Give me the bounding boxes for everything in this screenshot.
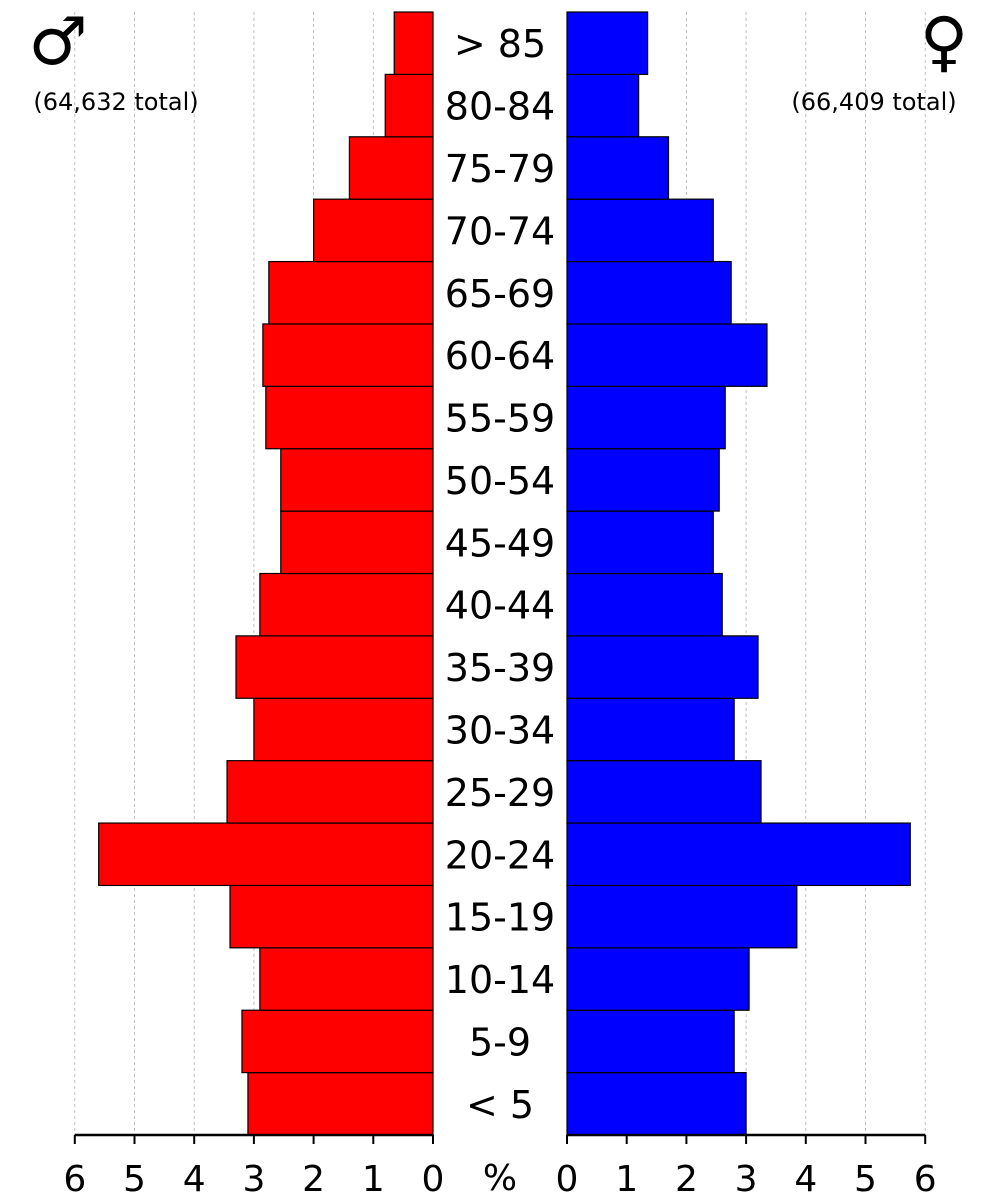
x-tick-label: 3 — [242, 1159, 265, 1200]
x-tick-label: 6 — [914, 1159, 937, 1200]
age-group-label: 25-29 — [445, 771, 555, 815]
axis-unit-label: % — [483, 1158, 517, 1199]
male-bar — [259, 572, 434, 637]
age-group-label: 45-49 — [445, 521, 555, 565]
age-group-label: 30-34 — [445, 708, 555, 752]
male-bar — [280, 448, 434, 512]
age-group-label: 10-14 — [445, 958, 555, 1002]
male-bar — [265, 385, 434, 450]
male-symbol-icon: ♂ — [28, 3, 87, 80]
male-bar — [235, 635, 434, 699]
x-tick-label: 4 — [794, 1159, 817, 1200]
age-group-label: 75-79 — [445, 147, 555, 191]
x-tick-label: 4 — [183, 1159, 206, 1200]
female-bar — [566, 884, 798, 949]
female-bar — [566, 11, 649, 75]
age-group-label: 5-9 — [469, 1020, 531, 1064]
age-group-label: 15-19 — [445, 896, 555, 940]
bars — [98, 11, 911, 1136]
female-bar — [566, 198, 714, 263]
male-bar — [262, 323, 434, 387]
female-bar — [566, 1009, 735, 1074]
age-group-label: > 85 — [454, 22, 546, 66]
male-bar — [229, 884, 434, 949]
male-bar — [393, 11, 434, 75]
female-bar — [566, 822, 911, 887]
female-symbol-icon: ♀ — [920, 3, 968, 80]
female-bar — [566, 260, 732, 325]
female-bar — [566, 385, 726, 450]
axes: 0 01 12 23 34 45 56 6 — [63, 1133, 937, 1200]
age-group-label: 80-84 — [445, 85, 555, 129]
female-bar — [566, 73, 640, 138]
male-bar — [253, 697, 434, 762]
age-group-label: 55-59 — [445, 397, 555, 441]
x-tick-label: 6 — [63, 1159, 86, 1200]
x-tick-label: 3 — [735, 1159, 758, 1200]
female-bar — [566, 510, 714, 575]
x-tick-label: 1 — [362, 1159, 385, 1200]
female-bar — [566, 697, 735, 762]
age-group-label: 35-39 — [445, 646, 555, 690]
female-bar — [566, 947, 750, 1011]
x-tick-label: 5 — [854, 1159, 877, 1200]
age-group-label: 60-64 — [445, 334, 555, 378]
male-bar — [268, 260, 434, 325]
age-labels: < 5 5-9 10-14 15-19 20-24 25-29 30-34 35-39 40-4… — [445, 22, 555, 1127]
female-bar — [566, 635, 759, 699]
male-bar — [241, 1009, 434, 1074]
age-group-label: 70-74 — [445, 209, 555, 253]
x-tick-label: 5 — [123, 1159, 146, 1200]
male-total-label: (64,632 total) — [33, 88, 198, 116]
male-bar — [313, 198, 434, 263]
age-group-label: 20-24 — [445, 833, 555, 877]
female-bar — [566, 448, 720, 512]
age-group-label: < 5 — [466, 1083, 534, 1127]
male-bar — [280, 510, 434, 575]
female-bar — [566, 760, 762, 824]
male-bar — [226, 760, 434, 824]
age-group-label: 40-44 — [445, 584, 555, 628]
male-bar — [247, 1072, 434, 1136]
male-bar — [348, 136, 434, 200]
x-tick-label: 0 — [422, 1159, 445, 1200]
male-bar — [98, 822, 434, 887]
female-bar — [566, 1072, 747, 1136]
age-group-label: 50-54 — [445, 459, 555, 503]
x-tick-label: 2 — [675, 1159, 698, 1200]
female-bar — [566, 136, 670, 200]
male-bar — [384, 73, 434, 138]
x-tick-label: 2 — [302, 1159, 325, 1200]
x-tick-label: 0 — [556, 1159, 579, 1200]
age-group-label: 65-69 — [445, 272, 555, 316]
female-bar — [566, 572, 723, 637]
female-bar — [566, 323, 768, 387]
male-bar — [259, 947, 434, 1011]
x-tick-label: 1 — [615, 1159, 638, 1200]
female-total-label: (66,409 total) — [791, 88, 956, 116]
